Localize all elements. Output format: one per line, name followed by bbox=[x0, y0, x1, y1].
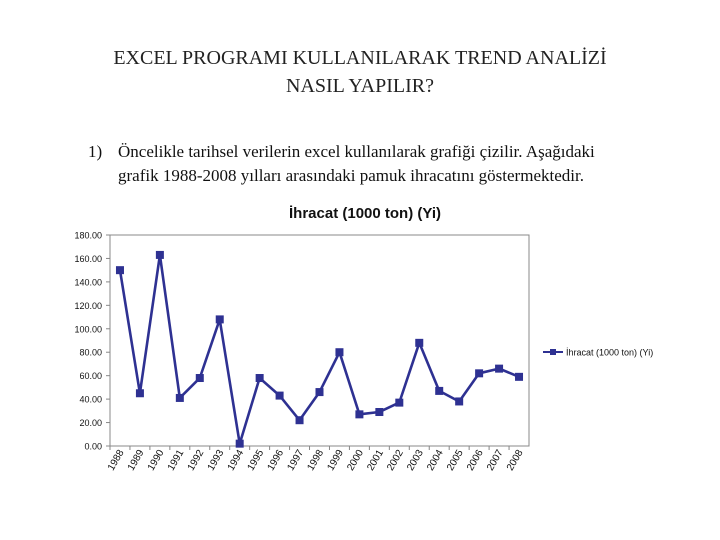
data-point bbox=[215, 315, 224, 324]
slide-title-line-2: NASIL YAPILIR? bbox=[286, 75, 434, 97]
y-tick-label: 120.00 bbox=[74, 301, 102, 311]
data-point bbox=[235, 439, 244, 448]
slide-title-line-1: EXCEL PROGRAMI KULLANILARAK TREND ANALİZ… bbox=[113, 47, 607, 69]
x-tick-label: 2007 bbox=[485, 448, 506, 473]
data-point bbox=[275, 391, 284, 400]
x-tick-label: 1999 bbox=[325, 448, 346, 473]
list-item-text-line-2: grafik 1988-2008 yılları arasındaki pamu… bbox=[118, 166, 584, 185]
data-point bbox=[375, 408, 384, 417]
data-point bbox=[335, 348, 344, 357]
list-item-text: Öncelikle tarihsel verilerin excel kulla… bbox=[118, 140, 678, 188]
data-point bbox=[295, 416, 304, 425]
y-tick-label: 160.00 bbox=[74, 254, 102, 264]
data-point bbox=[315, 388, 324, 397]
x-tick-label: 1998 bbox=[305, 448, 326, 473]
x-tick-label: 1995 bbox=[246, 448, 267, 473]
data-point bbox=[455, 397, 464, 406]
y-tick-label: 20.00 bbox=[79, 418, 102, 428]
x-tick-label: 1989 bbox=[126, 448, 147, 473]
data-point bbox=[155, 250, 164, 259]
x-tick-label: 1990 bbox=[146, 448, 167, 473]
x-tick-label: 1996 bbox=[266, 448, 287, 473]
y-tick-label: 60.00 bbox=[79, 371, 102, 381]
data-point bbox=[135, 389, 144, 398]
x-tick-label: 1991 bbox=[166, 448, 187, 473]
y-tick-label: 140.00 bbox=[74, 277, 102, 287]
data-point bbox=[255, 374, 264, 383]
data-point bbox=[395, 398, 404, 407]
x-tick-label: 2005 bbox=[445, 448, 466, 473]
list-item-number: 1) bbox=[88, 142, 103, 161]
data-point bbox=[415, 338, 424, 347]
y-tick-label: 0.00 bbox=[84, 442, 102, 452]
chart-title: İhracat (1000 ton) (Yi) bbox=[289, 205, 441, 222]
plot-frame bbox=[109, 234, 530, 447]
data-point bbox=[175, 393, 184, 402]
y-tick-label: 180.00 bbox=[74, 231, 102, 241]
y-tick-label: 100.00 bbox=[74, 324, 102, 334]
series-line bbox=[118, 253, 520, 445]
x-tick-label: 2006 bbox=[465, 448, 486, 473]
x-tick-label: 1994 bbox=[226, 448, 247, 473]
x-tick-label: 2001 bbox=[365, 448, 386, 473]
slide-title: EXCEL PROGRAMI KULLANILARAK TREND ANALİZ… bbox=[40, 44, 680, 100]
data-point bbox=[435, 386, 444, 395]
y-tick-label: 80.00 bbox=[79, 348, 102, 358]
list-item-text-line-1: Öncelikle tarihsel verilerin excel kulla… bbox=[118, 142, 595, 161]
y-tick-label: 40.00 bbox=[79, 395, 102, 405]
data-point bbox=[115, 266, 124, 275]
data-point bbox=[355, 410, 364, 419]
plot-area: 0.00 20.00 40.00 60.00 80.00 100.00 120.00 140.… bbox=[74, 231, 530, 473]
data-point bbox=[515, 372, 524, 381]
x-tick-label: 2008 bbox=[505, 448, 526, 473]
data-point bbox=[495, 364, 504, 373]
x-tick-label: 1992 bbox=[186, 448, 207, 473]
x-tick-label: 2002 bbox=[385, 448, 406, 473]
x-tick-label: 2004 bbox=[425, 448, 446, 473]
x-tick-label: 1993 bbox=[206, 448, 227, 473]
x-tick-label: 1997 bbox=[285, 448, 306, 473]
data-point bbox=[475, 369, 484, 378]
x-tick-label: 2000 bbox=[345, 448, 366, 473]
legend-marker bbox=[550, 349, 556, 355]
legend: İhracat (1000 ton) (Yi) bbox=[543, 348, 653, 358]
x-tick-label: 2003 bbox=[405, 448, 426, 473]
legend-label: İhracat (1000 ton) (Yi) bbox=[566, 348, 653, 358]
x-tick-label: 1988 bbox=[106, 448, 127, 473]
data-point bbox=[195, 374, 204, 383]
line-chart: İhracat (1000 ton) (Yi) 0.00 20.00 40.00 60… bbox=[74, 205, 653, 473]
